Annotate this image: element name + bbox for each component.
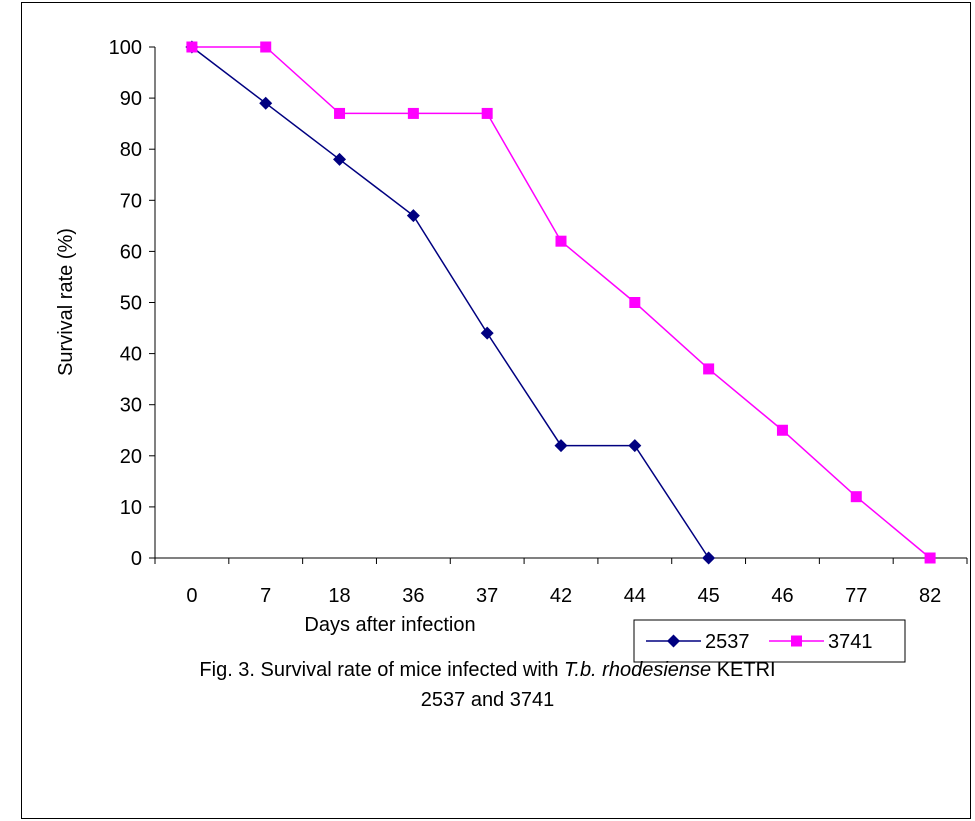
x-tick-label: 42 <box>550 585 572 607</box>
x-tick-label: 18 <box>328 585 350 607</box>
legend-marker-3741 <box>791 635 802 647</box>
x-tick-label: 7 <box>260 585 271 607</box>
y-tick-label: 90 <box>120 88 142 110</box>
x-tick-label: 0 <box>186 585 197 607</box>
data-point-3741 <box>334 107 346 119</box>
data-point-2537 <box>628 439 642 453</box>
series-line-2537 <box>191 46 710 559</box>
data-point-3741 <box>481 107 493 119</box>
y-tick-label: 50 <box>120 293 142 315</box>
legend-label-2537: 2537 <box>705 631 750 653</box>
x-tick-label: 82 <box>919 585 941 607</box>
caption-suffix: KETRI <box>711 659 776 681</box>
data-point-2537 <box>702 551 716 565</box>
data-point-3741 <box>555 235 567 247</box>
data-point-3741 <box>186 41 198 53</box>
data-point-3741 <box>260 41 272 53</box>
data-point-3741 <box>850 491 862 503</box>
y-tick-label: 80 <box>120 139 142 161</box>
series-line-3741 <box>191 46 931 559</box>
data-point-2537 <box>333 152 347 166</box>
y-tick-label: 10 <box>120 497 142 519</box>
x-tick-label: 45 <box>698 585 720 607</box>
figure-caption: Fig. 3. Survival rate of mice infected w… <box>0 655 975 715</box>
y-tick-label: 60 <box>120 241 142 263</box>
x-tick-label: 77 <box>845 585 867 607</box>
x-tick-label: 36 <box>402 585 424 607</box>
figure-frame <box>21 2 971 819</box>
x-axis-title: Days after infection <box>304 614 475 636</box>
y-axis-title: Survival rate (%) <box>55 228 77 376</box>
data-point-2537 <box>406 209 420 223</box>
data-point-3741 <box>703 363 715 375</box>
data-point-2537 <box>480 326 494 340</box>
x-tick-label: 46 <box>771 585 793 607</box>
y-tick-label: 70 <box>120 190 142 212</box>
data-point-3741 <box>924 552 936 564</box>
data-point-3741 <box>776 424 788 436</box>
caption-prefix: Fig. 3. Survival rate of mice infected w… <box>199 659 564 681</box>
x-tick-label: 44 <box>624 585 646 607</box>
x-tick-label: 37 <box>476 585 498 607</box>
caption-line-1: Fig. 3. Survival rate of mice infected w… <box>0 655 975 685</box>
caption-species: T.b. rhodesiense <box>564 659 712 681</box>
y-tick-label: 20 <box>120 446 142 468</box>
data-point-3741 <box>407 107 419 119</box>
legend-label-3741: 3741 <box>828 631 873 653</box>
caption-line-2: 2537 and 3741 <box>420 689 555 711</box>
y-tick-label: 40 <box>120 344 142 366</box>
y-tick-label: 0 <box>131 548 142 570</box>
data-point-2537 <box>259 96 273 110</box>
data-point-3741 <box>629 297 641 308</box>
y-tick-label: 30 <box>120 395 142 417</box>
legend-marker-2537 <box>667 634 680 648</box>
y-tick-label: 100 <box>109 37 142 59</box>
data-point-2537 <box>554 439 568 453</box>
